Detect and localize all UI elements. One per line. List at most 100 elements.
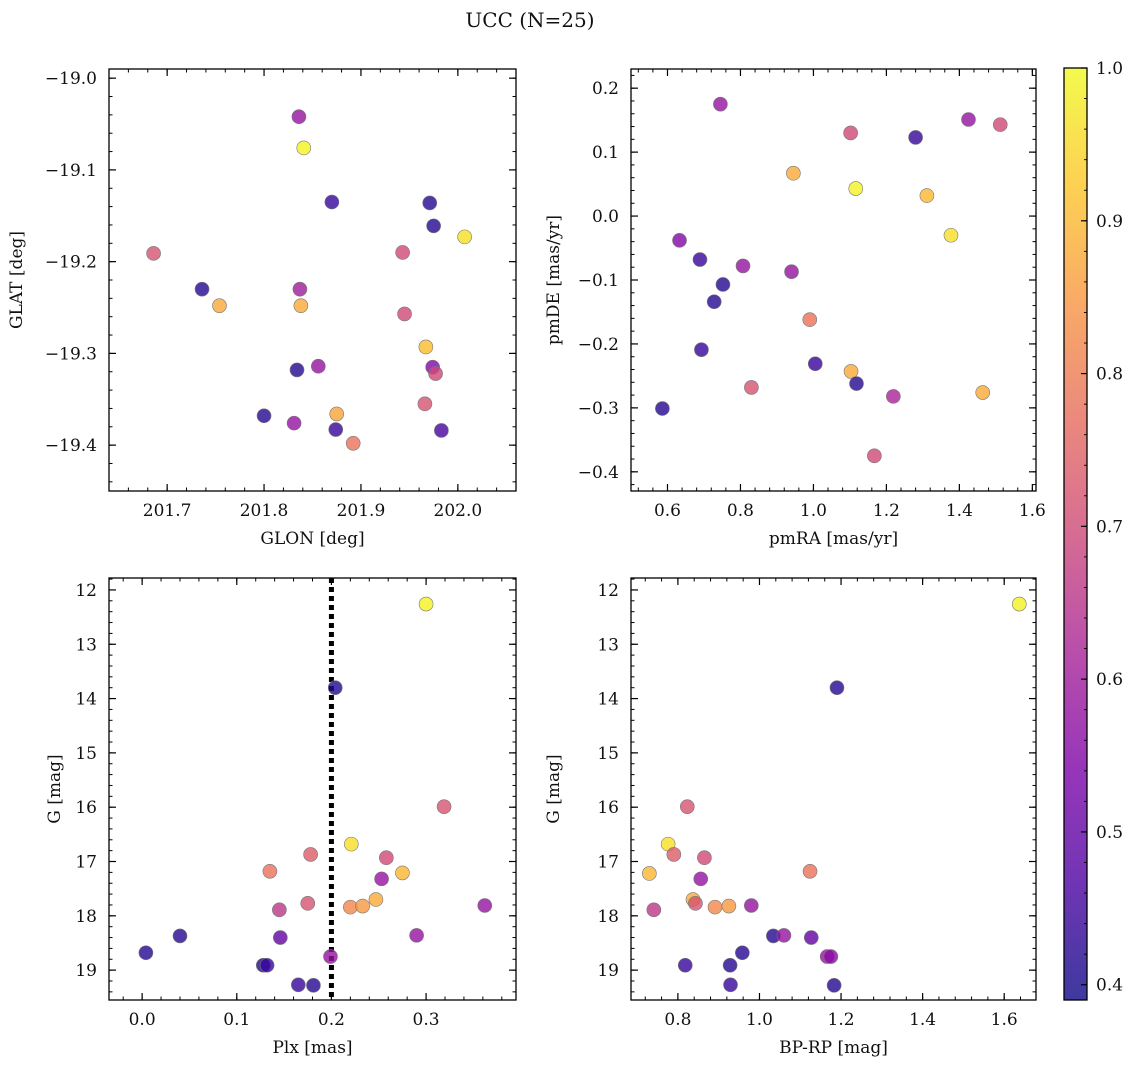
panel-plx-g: 0.0 0.1 0.2 0.3 12 13 14 15 16 17 18 19 Plx [mas] G [… bbox=[45, 577, 517, 1058]
plot-frame bbox=[108, 68, 517, 492]
plot-frame bbox=[108, 577, 517, 1001]
data-point bbox=[374, 871, 389, 887]
y-tick-label: 0.2 bbox=[592, 79, 619, 99]
y-tick-label: 14 bbox=[597, 690, 619, 710]
data-point bbox=[138, 945, 154, 961]
x-tick-label: 1.6 bbox=[991, 1010, 1018, 1030]
data-point bbox=[992, 117, 1008, 132]
data-point bbox=[259, 957, 275, 973]
panel-pmra-pmde: 0.6 0.8 1.0 1.2 1.4 1.6 0.2 0.1 0.0 −0.1 −0.2 −0.3 −… bbox=[544, 68, 1046, 549]
data-point bbox=[212, 298, 227, 313]
y-tick-label: 16 bbox=[75, 798, 97, 818]
y-tick-label: 0.1 bbox=[592, 143, 619, 163]
x-tick-label: 1.2 bbox=[828, 1010, 855, 1030]
x-tick-label: 1.0 bbox=[800, 501, 827, 521]
data-point bbox=[417, 396, 433, 412]
y-tick-label: −19.0 bbox=[45, 69, 97, 89]
y-tick-label: −0.2 bbox=[578, 335, 619, 355]
data-point bbox=[343, 899, 358, 915]
panel-bprp-g: 0.8 1.0 1.2 1.4 1.6 12 13 14 15 16 17 18 19 BP-RP [ma… bbox=[544, 577, 1037, 1058]
y-tick-label: −19.4 bbox=[45, 436, 97, 456]
data-point bbox=[1011, 596, 1027, 612]
x-tick-label: 1.2 bbox=[873, 501, 900, 521]
data-point bbox=[428, 366, 443, 381]
y-tick-label: −19.3 bbox=[45, 344, 97, 364]
x-tick-label: 1.6 bbox=[1019, 501, 1046, 521]
data-point bbox=[886, 389, 901, 404]
data-point bbox=[286, 415, 302, 431]
data-point bbox=[418, 596, 434, 612]
data-point bbox=[303, 847, 318, 862]
data-point bbox=[436, 799, 452, 814]
x-tick-label: 0.3 bbox=[413, 1010, 440, 1030]
y-axis-label: pmDE [mas/yr] bbox=[544, 215, 564, 345]
y-tick-label: 0.0 bbox=[592, 207, 619, 227]
y-tick-label: 19 bbox=[75, 961, 97, 981]
plot-frame bbox=[630, 68, 1037, 492]
data-point bbox=[843, 125, 858, 141]
y-tick-label: 17 bbox=[75, 853, 97, 873]
data-point bbox=[323, 949, 338, 964]
data-point bbox=[672, 233, 687, 248]
data-point bbox=[194, 281, 210, 297]
data-point bbox=[329, 406, 345, 422]
colorbar-tick-label: 0.5 bbox=[1096, 823, 1123, 843]
ticks bbox=[631, 578, 1036, 1000]
data-point bbox=[327, 680, 343, 696]
x-axis-label: BP-RP [mag] bbox=[779, 1038, 888, 1058]
data-point bbox=[722, 957, 738, 973]
data-point bbox=[776, 928, 792, 943]
data-point bbox=[146, 246, 161, 261]
data-point bbox=[311, 358, 326, 374]
data-point bbox=[677, 957, 693, 973]
data-point bbox=[395, 245, 410, 260]
y-tick-label: 19 bbox=[597, 961, 619, 981]
data-point bbox=[291, 109, 307, 125]
data-point bbox=[975, 385, 991, 400]
data-point bbox=[943, 227, 959, 243]
data-point bbox=[434, 423, 449, 438]
y-tick-label: 17 bbox=[597, 853, 619, 873]
data-point bbox=[715, 277, 731, 292]
data-point bbox=[807, 356, 823, 372]
data-point bbox=[908, 130, 923, 145]
data-point bbox=[291, 977, 306, 993]
colorbar-tick-label: 0.9 bbox=[1096, 212, 1123, 232]
y-tick-label: 18 bbox=[597, 907, 619, 927]
y-tick-label: −19.1 bbox=[45, 161, 97, 181]
data-point bbox=[786, 165, 801, 181]
colorbar-gradient bbox=[1063, 67, 1088, 1001]
x-tick-label: 0.8 bbox=[664, 1010, 691, 1030]
plot-frame bbox=[630, 577, 1037, 1001]
y-tick-label: 15 bbox=[75, 744, 97, 764]
x-tick-label: 1.4 bbox=[909, 1010, 936, 1030]
data-point bbox=[784, 264, 799, 279]
data-point bbox=[713, 96, 728, 112]
y-axis-label: G [mag] bbox=[45, 754, 65, 823]
data-point bbox=[272, 902, 287, 918]
data-points bbox=[655, 96, 1008, 464]
x-tick-label: 202.0 bbox=[434, 501, 483, 521]
data-point bbox=[803, 930, 819, 945]
panel-glon-glat: 201.7 201.8 201.9 202.0 −19.0 −19.1 −19.2 −19.3… bbox=[7, 68, 517, 549]
data-point bbox=[735, 258, 751, 274]
data-point bbox=[735, 945, 750, 961]
data-point bbox=[306, 978, 321, 993]
data-point bbox=[293, 298, 309, 313]
data-point bbox=[867, 448, 882, 464]
data-point bbox=[422, 195, 438, 211]
y-tick-label: −0.4 bbox=[578, 463, 619, 483]
x-axis-label: pmRA [mas/yr] bbox=[769, 529, 898, 549]
y-tick-label: −0.3 bbox=[578, 399, 619, 419]
data-point bbox=[655, 401, 670, 416]
data-point bbox=[355, 898, 370, 914]
data-point bbox=[823, 949, 839, 964]
y-tick-label: 18 bbox=[75, 907, 97, 927]
x-tick-label: 0.8 bbox=[727, 501, 754, 521]
data-points bbox=[642, 596, 1027, 993]
x-tick-label: 1.4 bbox=[946, 501, 973, 521]
data-point bbox=[379, 850, 394, 866]
data-point bbox=[418, 339, 434, 355]
data-points bbox=[146, 109, 472, 451]
